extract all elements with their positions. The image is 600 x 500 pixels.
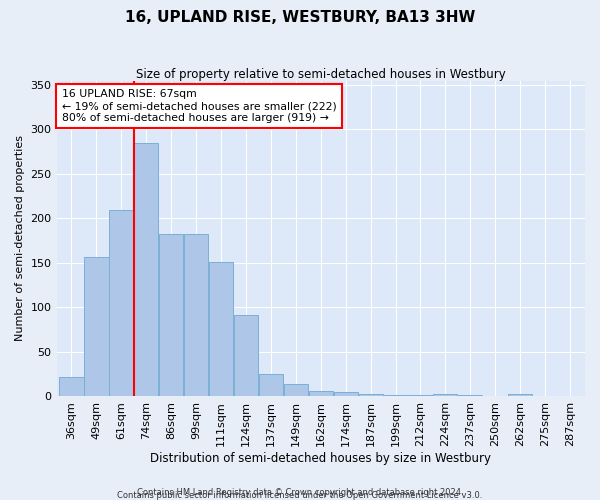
Text: Contains public sector information licensed under the Open Government Licence v3: Contains public sector information licen… xyxy=(118,491,482,500)
Bar xyxy=(184,234,208,396)
Bar xyxy=(508,394,532,396)
Title: Size of property relative to semi-detached houses in Westbury: Size of property relative to semi-detach… xyxy=(136,68,506,80)
Text: 16, UPLAND RISE, WESTBURY, BA13 3HW: 16, UPLAND RISE, WESTBURY, BA13 3HW xyxy=(125,10,475,25)
Bar xyxy=(259,374,283,396)
Bar xyxy=(383,394,407,396)
Bar xyxy=(209,262,233,396)
Bar xyxy=(85,256,109,396)
Bar xyxy=(284,384,308,396)
Y-axis label: Number of semi-detached properties: Number of semi-detached properties xyxy=(15,136,25,342)
Bar xyxy=(234,316,258,396)
Bar xyxy=(433,394,457,396)
X-axis label: Distribution of semi-detached houses by size in Westbury: Distribution of semi-detached houses by … xyxy=(150,452,491,465)
Text: 16 UPLAND RISE: 67sqm
← 19% of semi-detached houses are smaller (222)
80% of sem: 16 UPLAND RISE: 67sqm ← 19% of semi-deta… xyxy=(62,90,336,122)
Bar xyxy=(409,394,433,396)
Bar xyxy=(359,394,383,396)
Bar xyxy=(458,394,482,396)
Bar xyxy=(334,392,358,396)
Bar xyxy=(59,377,83,396)
Text: Contains HM Land Registry data © Crown copyright and database right 2024.: Contains HM Land Registry data © Crown c… xyxy=(137,488,463,497)
Bar xyxy=(109,210,133,396)
Bar xyxy=(159,234,183,396)
Bar xyxy=(134,143,158,397)
Bar xyxy=(308,391,333,396)
